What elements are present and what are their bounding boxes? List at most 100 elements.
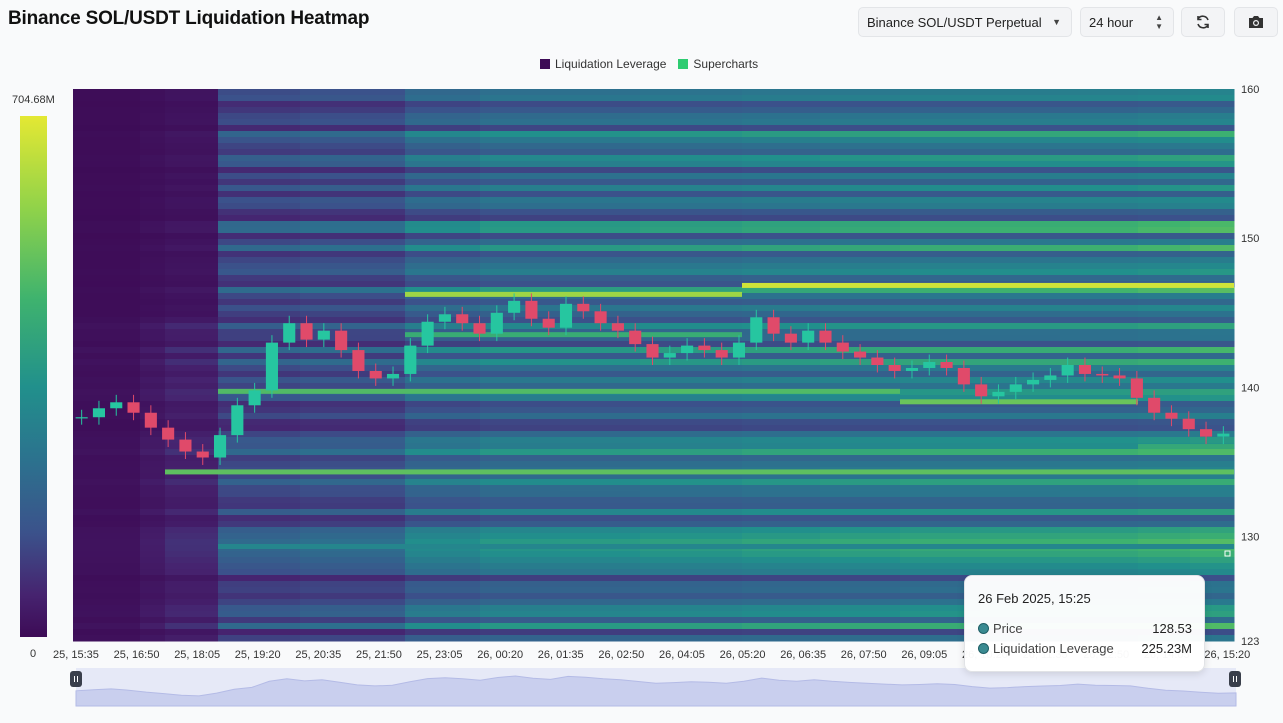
heat-cell — [405, 353, 481, 360]
heat-cell — [820, 137, 901, 144]
heat-cell — [140, 269, 166, 276]
heat-cell — [1190, 197, 1235, 204]
heat-cell — [140, 437, 166, 444]
heat-cell — [742, 293, 821, 300]
heat-cell — [1190, 347, 1235, 354]
heat-cell — [820, 95, 901, 102]
heat-cell — [480, 203, 561, 210]
heat-cell — [900, 227, 981, 234]
legend-swatch — [678, 59, 689, 69]
heat-cell — [640, 167, 743, 174]
heat-cell — [980, 227, 1061, 234]
heat-cell — [218, 287, 301, 294]
screenshot-button[interactable] — [1234, 7, 1278, 37]
heat-cell — [140, 107, 166, 114]
heat-cell — [140, 575, 166, 582]
heat-cell — [1138, 317, 1191, 324]
heat-cell — [1190, 479, 1235, 486]
heat-cell — [1138, 527, 1191, 534]
heat-cell — [742, 233, 821, 240]
heat-cell — [560, 215, 641, 222]
heat-cell — [165, 395, 219, 402]
heat-cell — [1138, 95, 1191, 102]
heat-cell — [1190, 371, 1235, 378]
heat-cell — [980, 389, 1061, 396]
range-select[interactable]: 24 hour ▲ ▼ — [1080, 7, 1174, 37]
heat-cell — [218, 527, 301, 534]
heat-cell — [820, 317, 901, 324]
heat-cell — [980, 407, 1061, 414]
heat-cell — [1060, 101, 1139, 108]
heat-cell — [820, 149, 901, 156]
heat-cell — [73, 137, 141, 144]
heat-cell — [980, 431, 1061, 438]
heat-cell — [1060, 455, 1139, 462]
heat-cell — [140, 125, 166, 132]
heat-cell — [73, 209, 141, 216]
heat-cell — [218, 419, 301, 426]
heat-cell — [820, 425, 901, 432]
heat-cell — [140, 491, 166, 498]
heat-cell — [405, 521, 481, 528]
heat-cell — [980, 449, 1061, 456]
legend-item-liquidation-leverage[interactable]: Liquidation Leverage — [540, 57, 666, 71]
heat-cell — [165, 245, 219, 252]
heat-cell — [820, 587, 901, 594]
heat-cell — [560, 209, 641, 216]
heat-cell — [73, 617, 141, 624]
range-navigator[interactable] — [70, 668, 1241, 707]
heat-cell — [165, 227, 219, 234]
heat-cell — [640, 131, 743, 138]
heat-cell — [73, 233, 141, 240]
heat-cell — [140, 179, 166, 186]
heat-cell — [218, 131, 301, 138]
heat-cell — [980, 95, 1061, 102]
heat-cell — [1060, 251, 1139, 258]
refresh-button[interactable] — [1181, 7, 1225, 37]
heat-cell — [560, 149, 641, 156]
heat-cell — [560, 377, 641, 384]
heat-cell — [980, 257, 1061, 264]
heat-cell — [1060, 215, 1139, 222]
heat-cell — [73, 299, 141, 306]
heat-cell — [1190, 449, 1235, 456]
colorbar-max-label: 704.68M — [12, 94, 55, 106]
heat-cell — [560, 395, 641, 402]
heat-cell — [165, 539, 219, 546]
heat-cell — [1060, 311, 1139, 318]
legend-label: Supercharts — [693, 57, 759, 71]
heat-cell — [900, 437, 981, 444]
heat-cell — [405, 635, 481, 642]
heat-cell — [560, 527, 641, 534]
heat-cell — [165, 173, 219, 180]
tooltip-value: 128.53 — [1152, 621, 1192, 636]
heat-cell — [165, 563, 219, 570]
heat-cell — [140, 215, 166, 222]
heat-cell — [73, 551, 141, 558]
heat-cell — [820, 377, 901, 384]
heat-cell — [300, 263, 406, 270]
heat-cell — [820, 221, 901, 228]
heat-cell — [73, 311, 141, 318]
heat-cell — [73, 269, 141, 276]
heat-cell — [480, 371, 561, 378]
heat-cell — [980, 101, 1061, 108]
legend-item-supercharts[interactable]: Supercharts — [678, 57, 758, 71]
heat-cell — [560, 575, 641, 582]
heat-cell — [640, 197, 743, 204]
heat-cell — [1190, 113, 1235, 120]
heat-cell — [140, 473, 166, 480]
heat-cell — [1190, 161, 1235, 168]
heat-cell — [73, 203, 141, 210]
heat-cell — [300, 629, 406, 636]
heat-cell — [480, 383, 561, 390]
heat-cell — [640, 431, 743, 438]
heat-cell — [140, 365, 166, 372]
heat-cell — [820, 431, 901, 438]
heat-cell — [900, 89, 981, 96]
market-select[interactable]: Binance SOL/USDT Perpetual ▼ — [858, 7, 1072, 37]
heat-cell — [405, 509, 481, 516]
heat-cell — [300, 599, 406, 606]
heat-cell — [73, 287, 141, 294]
